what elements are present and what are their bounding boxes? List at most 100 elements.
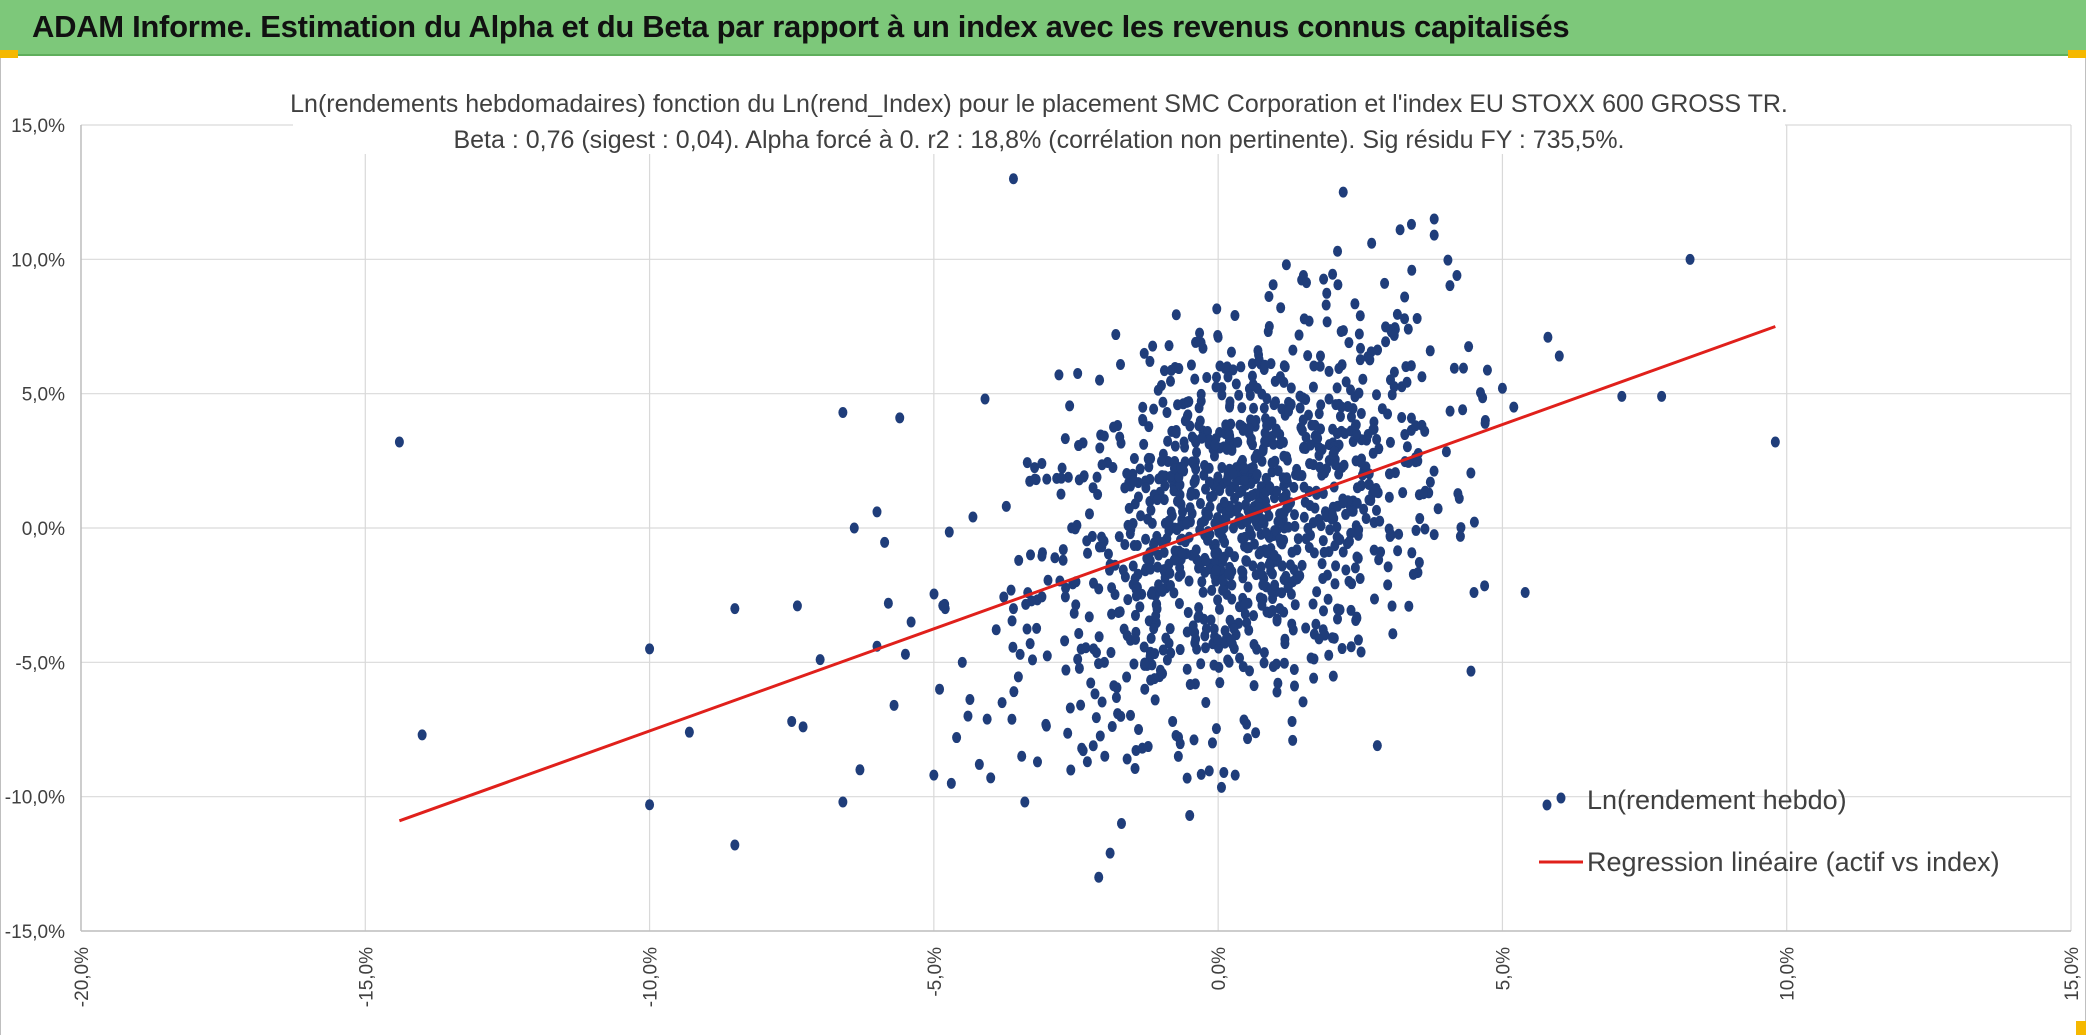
data-point (1095, 730, 1105, 742)
data-point (1401, 361, 1411, 373)
data-point (1226, 346, 1236, 358)
data-point (1210, 548, 1220, 560)
data-point (1248, 560, 1258, 572)
data-point (1184, 396, 1194, 408)
data-point (1181, 518, 1191, 530)
data-point (1168, 715, 1178, 727)
data-point (1348, 505, 1358, 517)
data-point (1509, 401, 1519, 413)
data-point (938, 600, 948, 612)
data-point (1267, 457, 1277, 469)
data-point (1280, 361, 1290, 373)
data-point (1122, 671, 1132, 683)
data-point (1020, 796, 1030, 808)
data-point (1469, 586, 1479, 598)
data-point (1277, 560, 1287, 572)
data-point (1455, 530, 1465, 542)
data-point (1247, 370, 1257, 382)
data-point (1173, 750, 1183, 762)
data-point (1164, 515, 1174, 527)
data-point (1183, 607, 1193, 619)
chart-area: 15,0% 10,0% 5,0% 0,0% -5,0% -10,0% -15,0% -20,0… (0, 58, 2086, 1035)
data-point (1319, 273, 1329, 285)
data-point (1264, 558, 1274, 570)
y-tick-label: 10,0% (11, 250, 65, 271)
data-point (1295, 570, 1305, 582)
data-point (1315, 461, 1325, 473)
x-tick-label: 5,0% (1493, 947, 1514, 990)
data-point (1464, 341, 1474, 353)
data-point (1198, 342, 1208, 354)
data-point (1123, 594, 1133, 606)
data-point (1177, 547, 1187, 559)
data-point (929, 769, 939, 781)
data-point (1130, 763, 1140, 775)
data-point (1022, 457, 1032, 469)
data-point (1202, 372, 1212, 384)
data-point (1222, 474, 1232, 486)
data-point (1180, 456, 1190, 468)
data-point (1131, 590, 1141, 602)
data-point (1333, 245, 1343, 257)
data-point (1099, 430, 1109, 442)
data-point (1072, 519, 1082, 531)
data-point (1042, 473, 1052, 485)
data-point (1239, 462, 1249, 474)
data-point (1066, 764, 1076, 776)
data-point (1273, 677, 1283, 689)
data-point (1369, 593, 1379, 605)
data-point (1346, 411, 1356, 423)
data-point (1185, 809, 1195, 821)
y-tick-label: -5,0% (15, 653, 65, 674)
data-point (1318, 605, 1328, 617)
data-point (974, 758, 984, 770)
data-point (1194, 609, 1204, 621)
data-point (1030, 462, 1040, 474)
data-point (1130, 573, 1140, 585)
data-point (1073, 367, 1083, 379)
data-point (1185, 502, 1195, 514)
data-point (1014, 554, 1024, 566)
data-point (1158, 396, 1168, 408)
data-point (1084, 611, 1094, 623)
data-point (1328, 268, 1338, 280)
data-point (1258, 570, 1268, 582)
data-point (1420, 425, 1430, 437)
data-point (1387, 389, 1397, 401)
data-point (1126, 523, 1136, 535)
data-point (1383, 579, 1393, 591)
data-point (1120, 539, 1130, 551)
data-point (997, 697, 1007, 709)
data-point (1390, 467, 1400, 479)
data-point (1354, 328, 1364, 340)
data-point (1256, 561, 1266, 573)
data-point (1110, 588, 1120, 600)
data-point (1324, 365, 1334, 377)
data-point (1159, 546, 1169, 558)
data-point (1392, 308, 1402, 320)
data-point (1106, 646, 1116, 658)
data-point (1355, 354, 1365, 366)
legend-point-marker-1 (1542, 799, 1552, 811)
data-point (1387, 600, 1397, 612)
data-point (1132, 540, 1142, 552)
data-point (1120, 482, 1130, 494)
data-point (1243, 733, 1253, 745)
data-point (1429, 465, 1439, 477)
y-tick-label: -10,0% (5, 788, 65, 809)
data-point (1309, 672, 1319, 684)
data-point (1146, 504, 1156, 516)
data-point (1331, 560, 1341, 572)
data-point (1022, 623, 1032, 635)
data-point (1278, 507, 1288, 519)
data-point (1352, 482, 1362, 494)
data-point (1272, 485, 1282, 497)
data-point (1210, 439, 1220, 451)
data-point (1107, 721, 1117, 733)
data-point (838, 796, 848, 808)
data-point (1239, 474, 1249, 486)
data-point (1497, 382, 1507, 394)
y-tick-label: 15,0% (11, 116, 65, 137)
data-point (1122, 467, 1132, 479)
data-point (1289, 481, 1299, 493)
